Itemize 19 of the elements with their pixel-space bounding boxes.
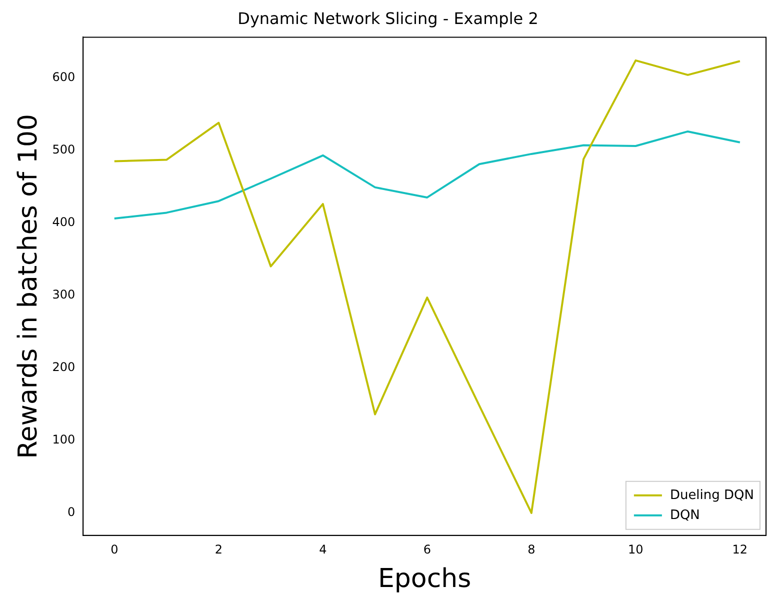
x-axis-title: Epochs [378,564,472,594]
legend-label: DQN [670,508,700,523]
y-tick-label: 600 [52,70,76,84]
y-tick-label: 300 [52,287,76,302]
y-tick-label: 0 [67,505,76,520]
x-tick-label: 6 [423,542,431,557]
y-tick-label: 500 [52,142,76,156]
y-tick-label: 400 [52,214,76,229]
x-tick-label: 10 [628,542,644,557]
chart-title: Dynamic Network Slicing - Example 2 [238,8,538,28]
legend-label: Dueling DQN [670,488,754,503]
y-tick-label: 200 [52,360,76,374]
x-tick-label: 12 [732,542,748,557]
y-tick-label: 100 [52,432,76,447]
y-axis-title: Rewards in batches of 100 [13,114,44,459]
x-tick-label: 2 [214,542,222,557]
x-tick-label: 8 [528,542,536,557]
x-tick-label: 4 [319,542,327,557]
x-tick-label: 0 [110,542,118,557]
